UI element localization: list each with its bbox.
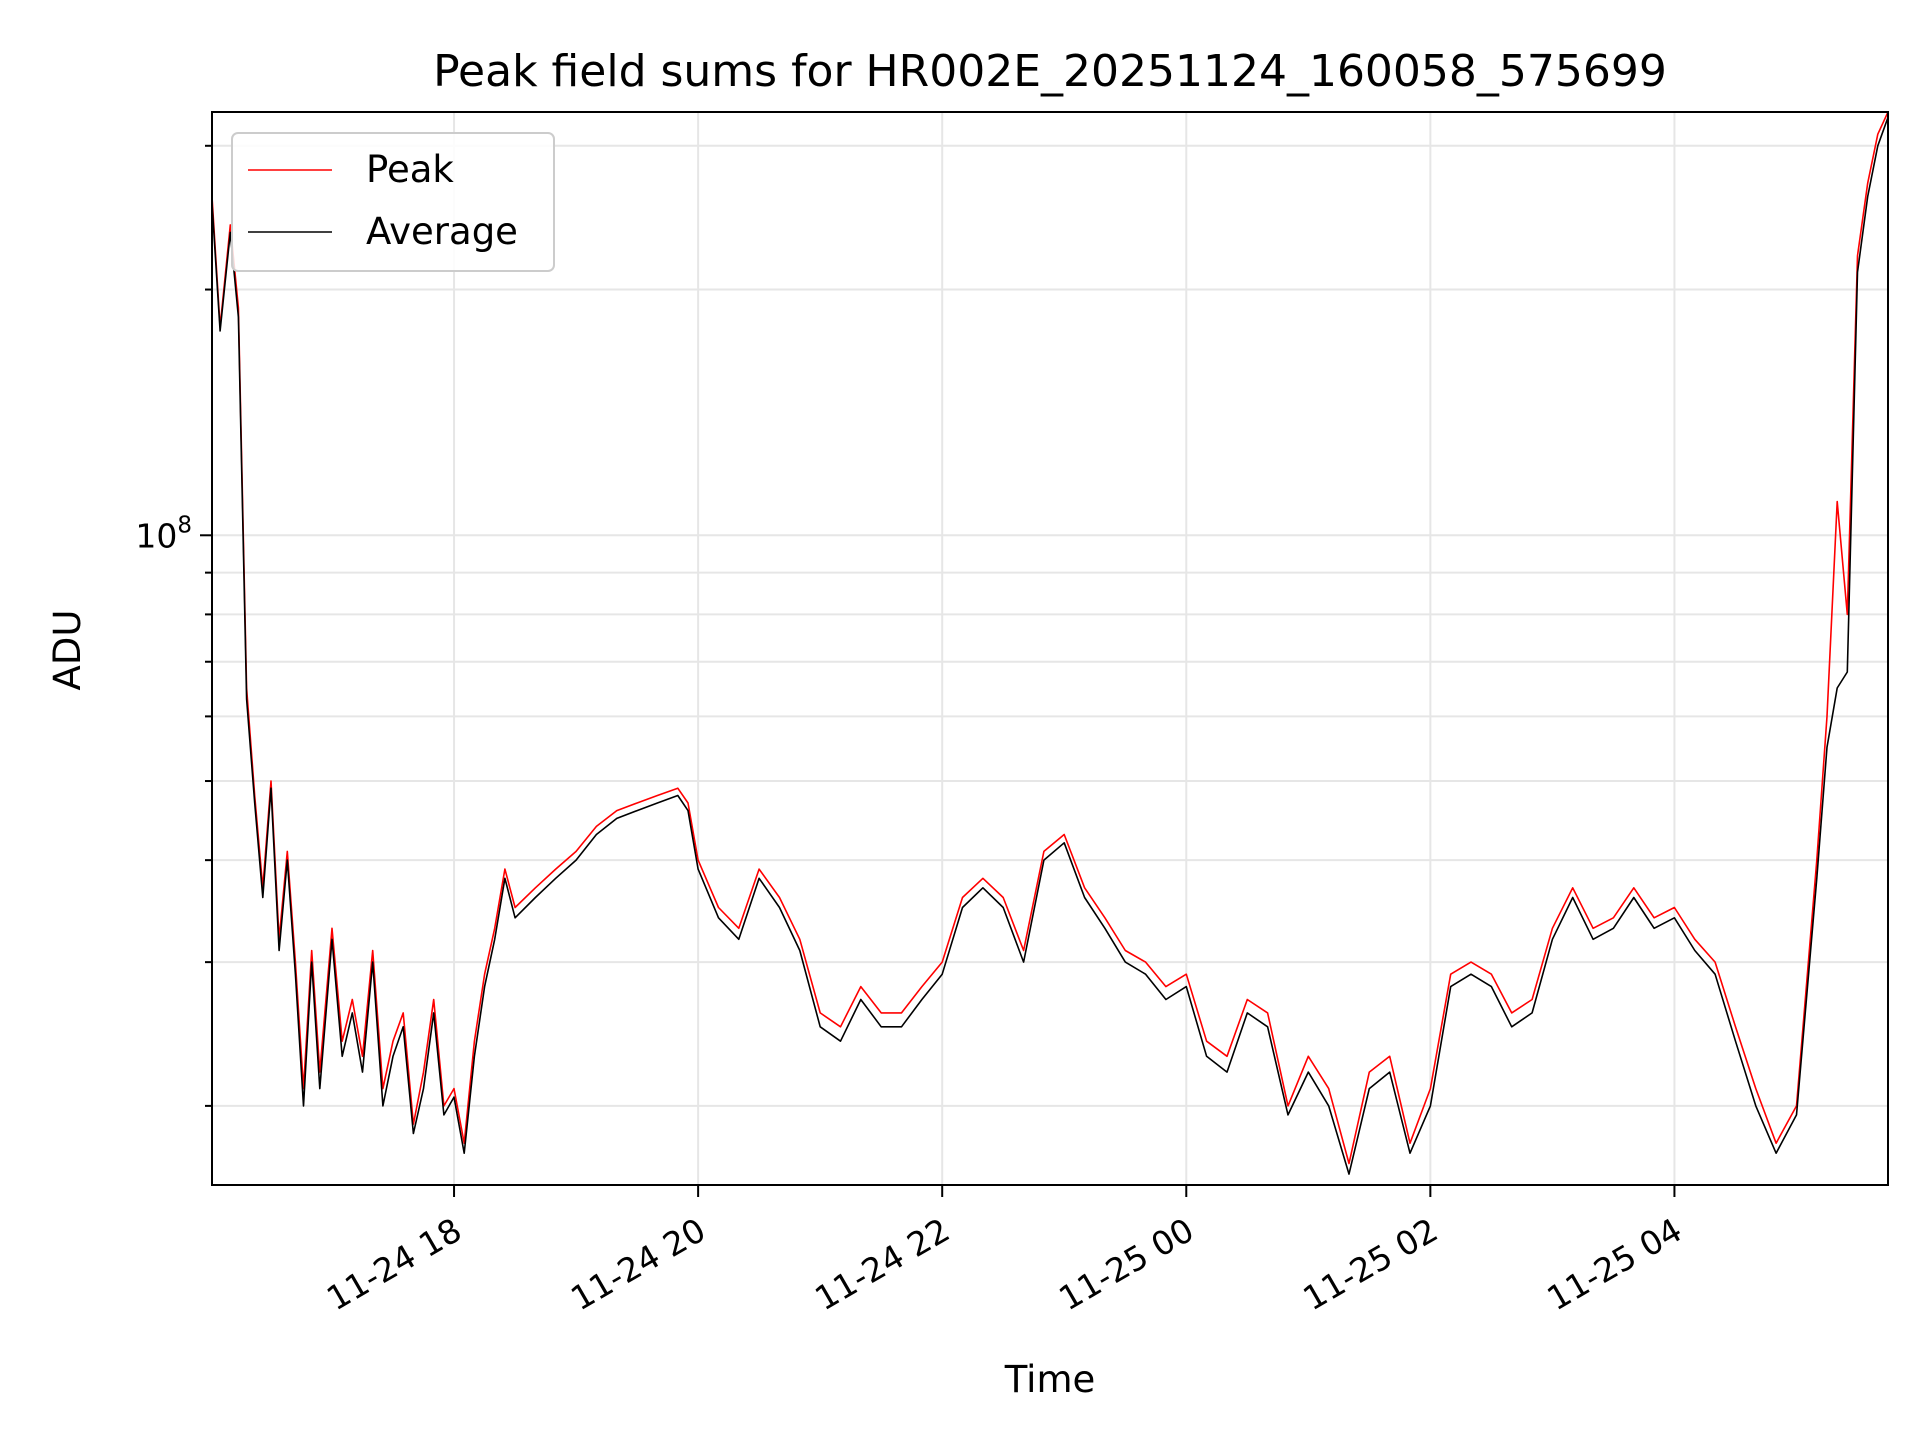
legend-label-peak: Peak bbox=[366, 148, 454, 191]
series-line-peak bbox=[212, 112, 1888, 1165]
y-axis-title: ADU bbox=[46, 610, 89, 691]
legend-label-average: Average bbox=[366, 210, 518, 253]
legend: Peak Average bbox=[231, 132, 555, 272]
series-layer bbox=[212, 112, 1888, 1175]
plot-frame bbox=[211, 111, 1889, 1186]
y-axis: 108 bbox=[135, 144, 212, 1107]
grid bbox=[212, 112, 1888, 1185]
series-line-average bbox=[212, 117, 1888, 1175]
x-axis-title: Time bbox=[1004, 1358, 1096, 1401]
y-tick-label: 108 bbox=[135, 512, 192, 555]
chart-title: Peak field sums for HR002E_20251124_1600… bbox=[433, 46, 1667, 97]
legend-box bbox=[231, 132, 555, 272]
